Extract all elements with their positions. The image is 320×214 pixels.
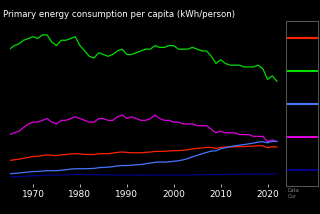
Text: Primary energy consumption per capita (kWh/person): Primary energy consumption per capita (k… [3, 10, 235, 19]
Text: Data
Our: Data Our [288, 188, 300, 199]
